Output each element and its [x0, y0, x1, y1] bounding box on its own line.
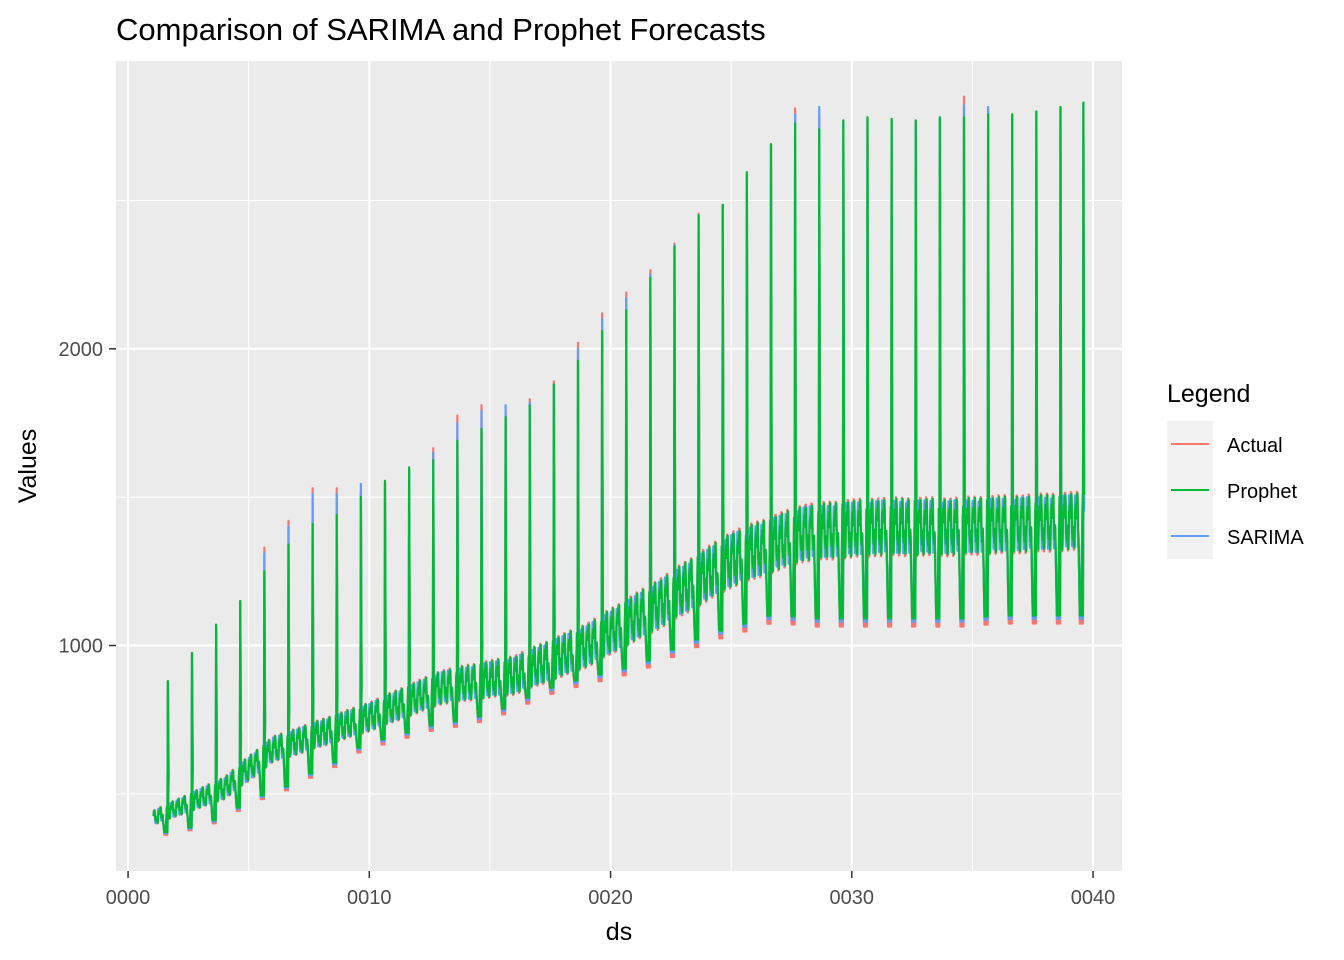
x-tick-label: 0040: [1071, 887, 1116, 909]
x-tick-label: 0020: [588, 887, 633, 909]
plot-panel: [116, 61, 1122, 871]
legend: Legend Actual Prophet SARIMA: [1167, 380, 1304, 559]
legend-label: SARIMA: [1227, 527, 1304, 549]
y-tick-label: 1000: [59, 636, 104, 658]
minor-gridlines: [116, 61, 1122, 871]
prophet-series-line: [152, 101, 1086, 834]
legend-label: Actual: [1227, 435, 1283, 457]
major-gridlines: [116, 61, 1122, 871]
x-tick-label: 0030: [830, 887, 875, 909]
y-axis-title: Values: [14, 429, 42, 504]
x-tick-label: 0000: [106, 887, 151, 909]
y-axis: 1000 2000: [59, 339, 116, 658]
x-axis: 0000 0010 0020 0030 0040: [106, 871, 1115, 909]
chart-title: Comparison of SARIMA and Prophet Forecas…: [116, 12, 766, 47]
x-tick-label: 0010: [347, 887, 392, 909]
y-tick-label: 2000: [59, 339, 104, 361]
x-axis-title: ds: [606, 918, 632, 946]
series-lines: [152, 95, 1086, 836]
legend-label: Prophet: [1227, 481, 1297, 503]
legend-title: Legend: [1167, 380, 1250, 408]
